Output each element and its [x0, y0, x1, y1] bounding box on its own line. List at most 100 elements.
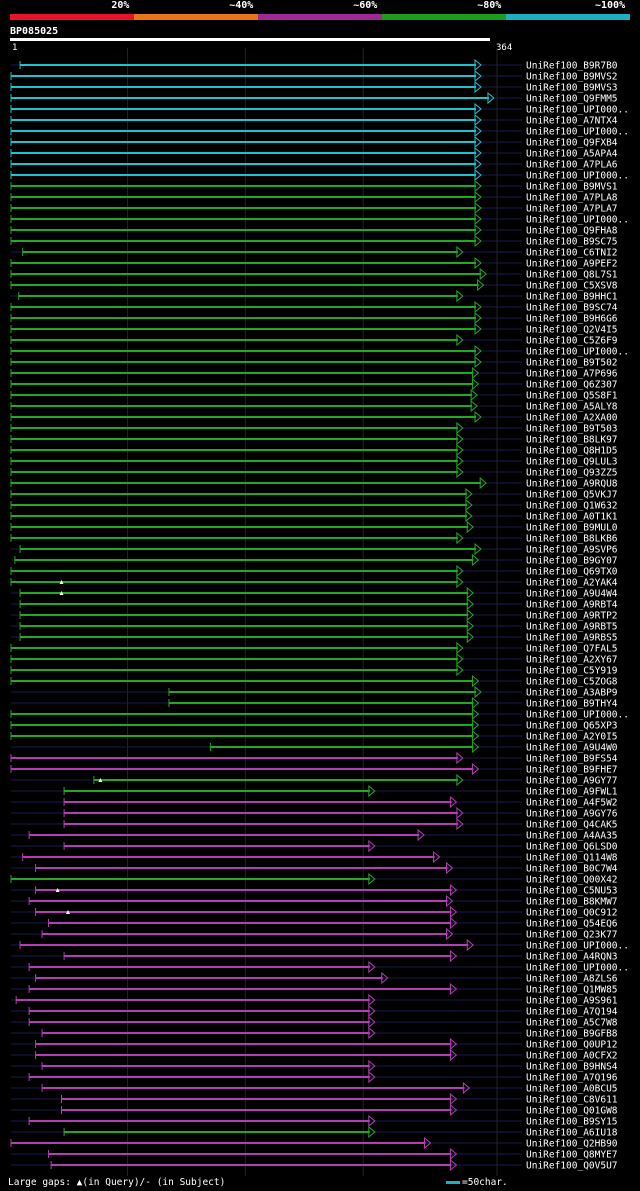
hit-end-arrow: [449, 1158, 458, 1172]
hit-label: UniRef100_Q4CAK5: [526, 820, 618, 831]
hit-label: UniRef100_Q8L7S1: [526, 270, 618, 281]
hit-end-arrow: [456, 564, 464, 578]
gaps-legend: Large gaps: ▲(in Query)/- (in Subject): [8, 1177, 226, 1188]
hit-label: UniRef100_B9SC74: [526, 303, 618, 314]
legend-segment: [134, 14, 258, 20]
hit-end-arrow: [456, 806, 464, 820]
hit-label: UniRef100_Q0UP12: [526, 1040, 618, 1051]
hit-end-arrow: [474, 80, 482, 94]
hit-end-arrow: [474, 311, 482, 325]
hit-end-arrow: [470, 388, 478, 402]
hit-end-arrow: [368, 784, 376, 798]
hit-label: UniRef100_B9MVS3: [526, 83, 618, 94]
hit-label: UniRef100_A8ZLS6: [526, 974, 618, 985]
hit-end-arrow: [368, 1015, 376, 1029]
hit-label: UniRef100_Q114W8: [526, 853, 618, 864]
hit-label: UniRef100_A7P696: [526, 369, 618, 380]
hit-label: UniRef100_Q2V4I5: [526, 325, 618, 336]
hit-label: UniRef100_A5APA4: [526, 149, 618, 160]
query-gap-marker: [98, 778, 103, 782]
hit-label: UniRef100_B8LKB6: [526, 534, 618, 545]
hit-end-arrow: [474, 542, 482, 556]
hit-end-arrow: [474, 179, 482, 193]
hit-label: UniRef100_C5ZOG8: [526, 677, 618, 688]
hit-end-arrow: [465, 487, 473, 501]
hit-label: UniRef100_A0T1K1: [526, 512, 618, 523]
hit-label: UniRef100_Q8H1D5: [526, 446, 618, 457]
hit-label: UniRef100_Q5VKJ7: [526, 490, 618, 501]
hit-label: UniRef100_Q93ZZ5: [526, 468, 618, 479]
hit-end-arrow: [466, 938, 475, 952]
hit-label: UniRef100_A7PLA7: [526, 204, 618, 215]
query-end: 364: [496, 43, 513, 53]
hit-end-arrow: [456, 443, 464, 457]
hit-end-arrow: [471, 707, 480, 721]
hit-label: UniRef100_B9HHC1: [526, 292, 618, 303]
hit-label: UniRef100_A0CFX2: [526, 1051, 618, 1062]
hit-label: UniRef100_A3ABP9: [526, 688, 618, 699]
hit-label: UniRef100_A4AA35: [526, 831, 618, 842]
hit-label: UniRef100_A9RQU8: [526, 479, 618, 490]
hit-label: UniRef100_Q65XP3: [526, 721, 618, 732]
hit-label: UniRef100_B9FS54: [526, 754, 618, 765]
hit-end-arrow: [446, 927, 454, 941]
hit-end-arrow: [449, 1147, 458, 1161]
hit-label: UniRef100_A7PLA8: [526, 193, 618, 204]
hit-label: UniRef100_A2YAK4: [526, 578, 618, 589]
hit-end-arrow: [449, 1048, 458, 1062]
hit-end-arrow: [471, 729, 480, 743]
hit-label: UniRef100_Q2HB90: [526, 1139, 618, 1150]
hit-end-arrow: [474, 234, 482, 248]
hit-label: UniRef100_C5NU53: [526, 886, 618, 897]
hit-label: UniRef100_Q1W632: [526, 501, 618, 512]
hit-label: UniRef100_A2Y0I5: [526, 732, 618, 743]
legend-label: 20%: [111, 0, 130, 11]
hit-label: UniRef100_Q9FXB4: [526, 138, 618, 149]
hit-label: UniRef100_Q9LUL3: [526, 457, 618, 468]
hit-label: UniRef100_A9GY76: [526, 809, 618, 820]
hit-end-arrow: [449, 795, 458, 809]
hit-label: UniRef100_B0C7W4: [526, 864, 618, 875]
scale-legend: =50char.: [446, 1177, 508, 1189]
hit-label: UniRef100_Q01GW8: [526, 1106, 618, 1117]
hit-end-arrow: [474, 113, 482, 127]
hit-end-arrow: [471, 674, 480, 688]
query-bar: [10, 38, 490, 41]
hit-end-arrow: [449, 1103, 458, 1117]
hit-label: UniRef100_A9PEF2: [526, 259, 618, 270]
hit-label: UniRef100_A9RTP2: [526, 611, 618, 622]
hit-label: UniRef100_B9HNS4: [526, 1062, 618, 1073]
hit-label: UniRef100_B8KMW7: [526, 897, 618, 908]
hit-end-arrow: [474, 322, 482, 336]
hit-label: UniRef100_Q8MYE7: [526, 1150, 618, 1161]
hit-label: UniRef100_B9MVS2: [526, 72, 618, 83]
hit-end-arrow: [368, 1004, 376, 1018]
legend-segment: [10, 14, 134, 20]
hit-end-arrow: [449, 916, 458, 930]
hit-label: UniRef100_A9SVP6: [526, 545, 618, 556]
hit-end-arrow: [466, 630, 475, 644]
hit-end-arrow: [368, 993, 376, 1007]
hit-end-arrow: [424, 1136, 432, 1150]
hit-end-arrow: [474, 256, 482, 270]
hit-end-arrow: [474, 135, 482, 149]
hit-label: UniRef100_B9R7B0: [526, 61, 618, 72]
hit-end-arrow: [474, 190, 482, 204]
hit-end-arrow: [466, 586, 475, 600]
hit-end-arrow: [446, 861, 454, 875]
hit-label: UniRef100_UPI000..: [526, 215, 629, 226]
hit-end-arrow: [456, 531, 464, 545]
hit-label: UniRef100_A7NTX4: [526, 116, 618, 127]
hit-label: UniRef100_A9RBT4: [526, 600, 618, 611]
hit-end-arrow: [446, 894, 454, 908]
hit-end-arrow: [474, 58, 482, 72]
hit-end-arrow: [456, 454, 464, 468]
query-name: BP085025: [10, 26, 59, 37]
hit-label: UniRef100_UPI000..: [526, 347, 629, 358]
hit-end-arrow: [471, 740, 480, 754]
hit-end-arrow: [456, 817, 464, 831]
scale-label: =50char.: [462, 1177, 508, 1188]
hit-label: UniRef100_B9SY15: [526, 1117, 618, 1128]
query-gap-marker: [59, 591, 64, 595]
